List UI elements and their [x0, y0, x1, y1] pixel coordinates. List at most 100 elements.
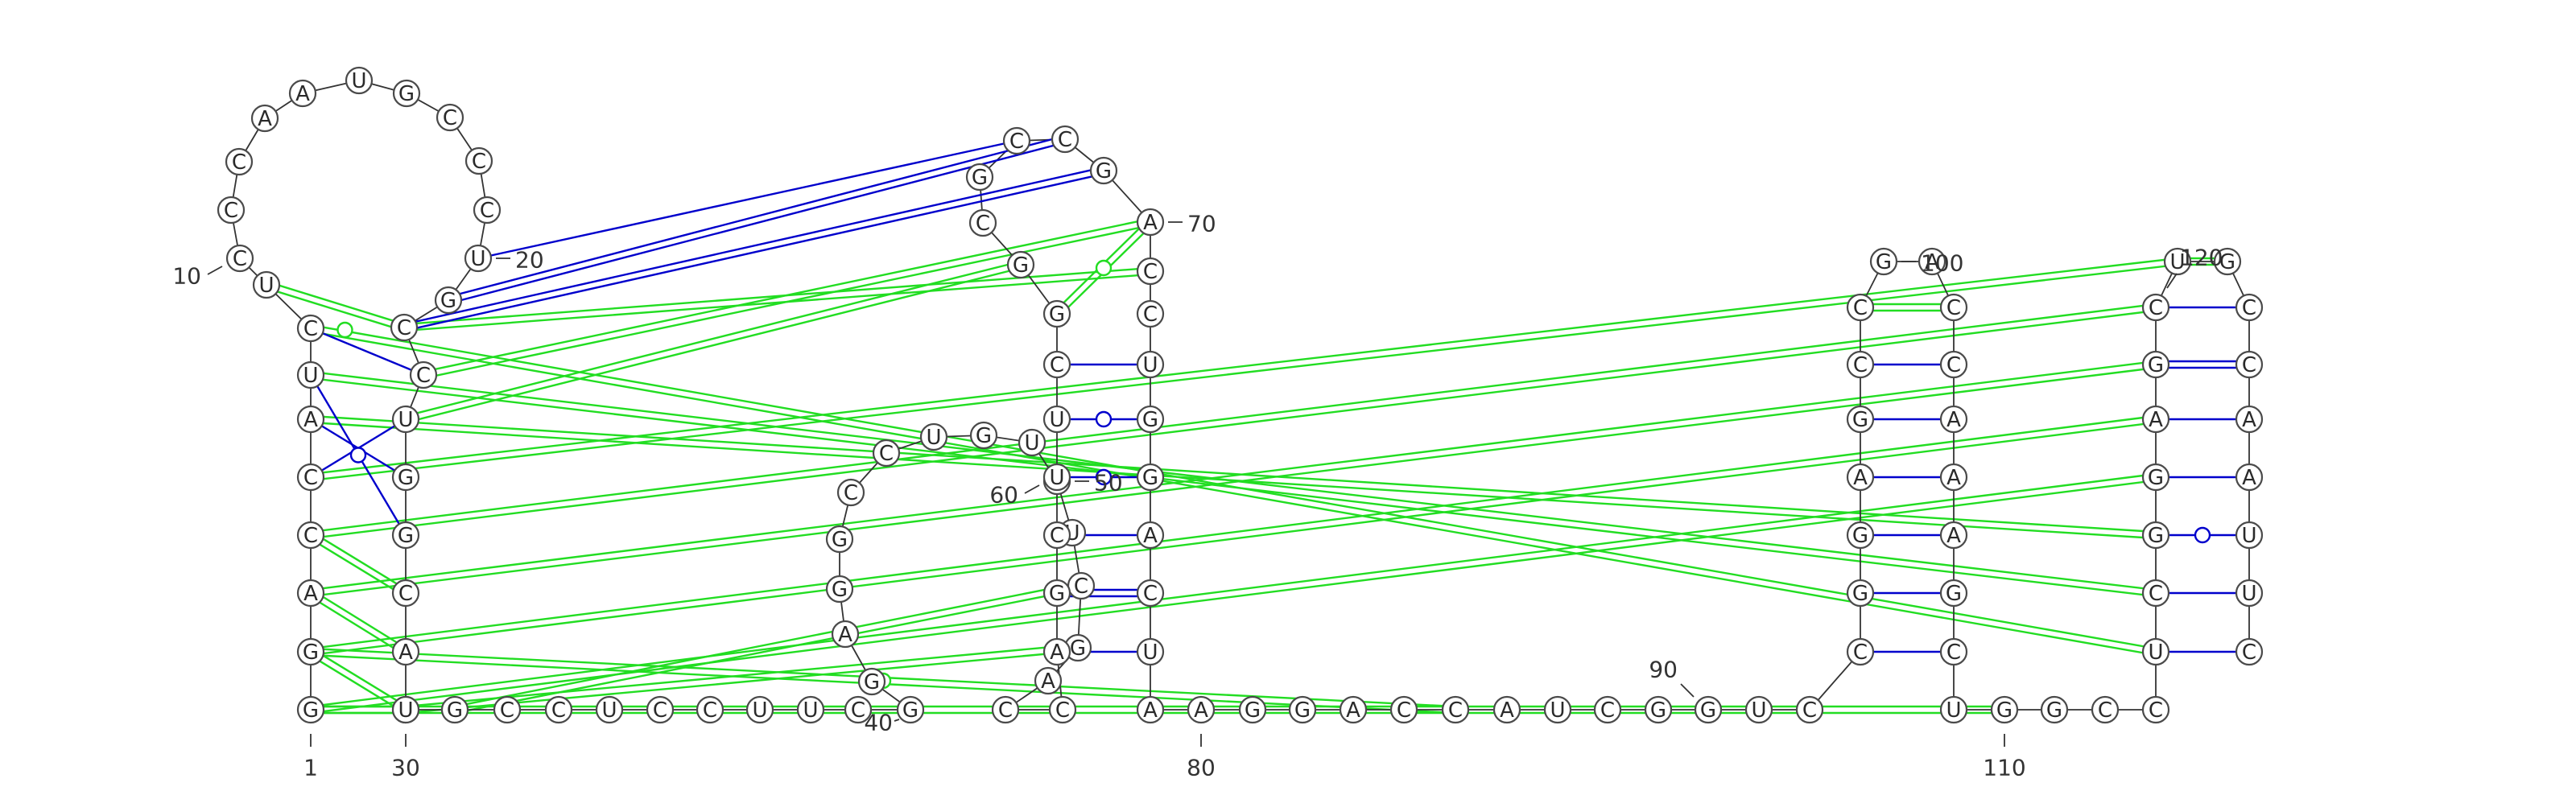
nucleotide-circle	[1593, 695, 1622, 724]
nucleotide-letter: U	[258, 274, 274, 298]
nucleotide-94: G	[1846, 579, 1875, 608]
nucleotide-letter: C	[1946, 296, 1961, 320]
nucleotide-letter: A	[1050, 641, 1064, 665]
nucleotide-37: U	[745, 695, 774, 724]
nucleotide-circle	[1048, 695, 1077, 724]
nucleotide-letter: G	[1142, 408, 1158, 432]
canonical-pair	[402, 166, 1104, 326]
nucleotide-102: C	[1939, 293, 1968, 322]
wobble-pair-marker	[2194, 526, 2211, 544]
noncanonical-pair-marker	[1095, 259, 1113, 277]
nucleotide-109: U	[1939, 695, 1968, 724]
nucleotide-letter: U	[2241, 524, 2256, 548]
canonical-pairs-layer	[309, 134, 2249, 653]
nucleotide-5: C	[296, 463, 325, 492]
nucleotide-circle	[252, 270, 281, 299]
nucleotide-letter: C	[2149, 698, 2163, 723]
nucleotide-circle	[440, 695, 469, 724]
nucleotide-95: G	[1846, 521, 1875, 550]
nucleotide-circle	[1846, 579, 1875, 608]
comparison-pair	[310, 257, 2178, 476]
nucleotide-letter: U	[1049, 466, 1064, 490]
nucleotide-letter: C	[2242, 296, 2256, 320]
nucleotide-90: G	[1694, 695, 1723, 724]
comparison-pair	[422, 217, 1150, 373]
nucleotide-letter: C	[2149, 296, 2163, 320]
nucleotide-32: C	[493, 695, 522, 724]
nucleotide-106: A	[1939, 521, 1968, 550]
nucleotide-circle	[1644, 695, 1673, 724]
nucleotide-46: C	[872, 439, 901, 468]
noncanonical-pair-marker	[336, 321, 353, 339]
nucleotide-letter: G	[976, 424, 992, 448]
comparison-pair	[404, 260, 1021, 418]
nucleotide-letter: G	[1142, 466, 1158, 490]
nucleotide-circle	[434, 286, 463, 315]
nucleotide-84: C	[1389, 695, 1418, 724]
nucleotide-118: A	[2141, 405, 2170, 434]
nucleotide-circle	[1042, 579, 1071, 608]
nucleotide-103: C	[1939, 350, 1968, 379]
nucleotide-11: C	[217, 196, 246, 225]
comparison-pairs-layer	[265, 217, 2227, 715]
nucleotide-letter: U	[1142, 353, 1158, 377]
nucleotide-letter: A	[1946, 466, 1961, 490]
nucleotide-115: C	[2141, 579, 2170, 608]
nucleotide-letter: A	[1925, 250, 1939, 274]
nucleotide-75: G	[1136, 463, 1165, 492]
nucleotide-letter: C	[2149, 582, 2163, 606]
nucleotide-letter: G	[1852, 524, 1868, 548]
nucleotide-letter: A	[1946, 408, 1961, 432]
nucleotide-letter: G	[1852, 408, 1868, 432]
nucleotide-letter: A	[1194, 698, 1208, 723]
nucleotide-circle	[1136, 257, 1165, 286]
nucleotide-68: C	[1051, 125, 1080, 154]
nucleotide-3: A	[296, 579, 325, 608]
nucleotide-letter: G	[398, 82, 415, 106]
nucleotide-circle	[1846, 293, 1875, 322]
nucleotide-letter: U	[752, 698, 767, 723]
nucleotide-circle	[825, 525, 854, 554]
nucleotide-circle	[825, 575, 854, 604]
nucleotide-59: C	[1042, 521, 1071, 550]
nucleotide-circle	[1543, 695, 1572, 724]
nucleotide-letter: A	[1143, 698, 1158, 723]
nucleotide-letter: G	[303, 698, 319, 723]
nucleotide-circle	[2235, 579, 2264, 608]
canonical-pair	[477, 139, 1018, 260]
nucleotide-circle	[391, 463, 420, 492]
nucleotide-letter: C	[443, 106, 457, 130]
nucleotide-circle	[1136, 463, 1165, 492]
nucleotide-126: A	[2235, 463, 2264, 492]
nucleotide-circle	[296, 579, 325, 608]
nucleotide-56: C	[1048, 695, 1077, 724]
nucleotide-letter: A	[1946, 524, 1961, 548]
nucleotide-letter: C	[500, 698, 514, 723]
nucleotide-circle	[2141, 695, 2170, 724]
nucleotide-112: C	[2091, 695, 2120, 724]
nucleotide-circle	[991, 695, 1020, 724]
nucleotide-73: U	[1136, 350, 1165, 379]
nucleotide-letter: U	[601, 698, 617, 723]
nucleotide-53: G	[1063, 633, 1092, 662]
nucleotide-circle	[1042, 405, 1071, 434]
nucleotide-circle	[1795, 695, 1824, 724]
nucleotide-letter: C	[480, 199, 494, 223]
nucleotide-circle	[345, 66, 374, 95]
nucleotide-57: A	[1042, 637, 1071, 666]
nucleotide-39: C	[844, 695, 873, 724]
comparison-pair	[311, 414, 2157, 534]
nucleotide-circle	[1694, 695, 1723, 724]
nucleotide-letter: C	[879, 442, 894, 466]
nucleotide-4: C	[296, 521, 325, 550]
nucleotide-letter: C	[416, 364, 431, 388]
nucleotide-circle	[391, 695, 420, 724]
nucleotide-circle	[745, 695, 774, 724]
nucleotide-circle	[473, 196, 502, 225]
nucleotide-circle	[1846, 350, 1875, 379]
nucleotide-circle	[1051, 125, 1080, 154]
nucleotide-letter: G	[972, 166, 988, 190]
nucleotide-circle	[296, 405, 325, 434]
nucleotide-24: U	[391, 405, 420, 434]
